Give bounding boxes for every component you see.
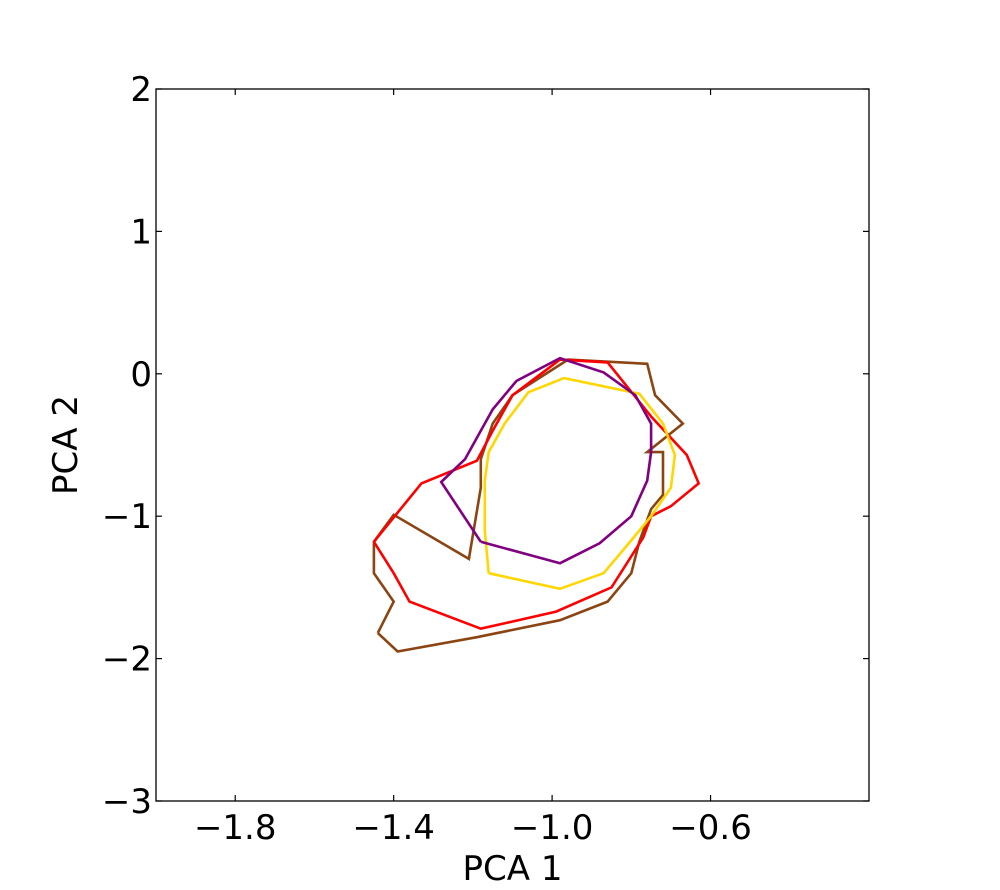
contour-series-2 [372,358,701,631]
x-tick-label: −1.4 [352,808,435,848]
contour-series-1 [372,358,685,653]
y-tick-label: −1 [102,497,152,537]
contour-lines [372,356,701,653]
x-tick-label: −1.8 [194,808,277,848]
contour-series-4 [439,356,653,565]
y-tick-label: −3 [102,782,152,822]
x-axis-label: PCA 1 [463,849,563,889]
plot-frame [155,88,870,802]
y-tick-label: 1 [130,212,152,252]
tick-labels: −1.8 −1.4 −1.0 −0.6 −3 −2 −1 0 1 2 [102,70,752,848]
x-tick-label: −1.0 [511,808,594,848]
y-tick-label: 2 [130,70,152,110]
y-tick-label: 0 [130,355,152,395]
contour-series-3 [483,376,677,591]
y-tick-label: −2 [102,640,152,680]
y-axis-label: PCA 2 [46,395,86,495]
axis-ticks [156,88,869,802]
x-tick-label: −0.6 [669,808,752,848]
